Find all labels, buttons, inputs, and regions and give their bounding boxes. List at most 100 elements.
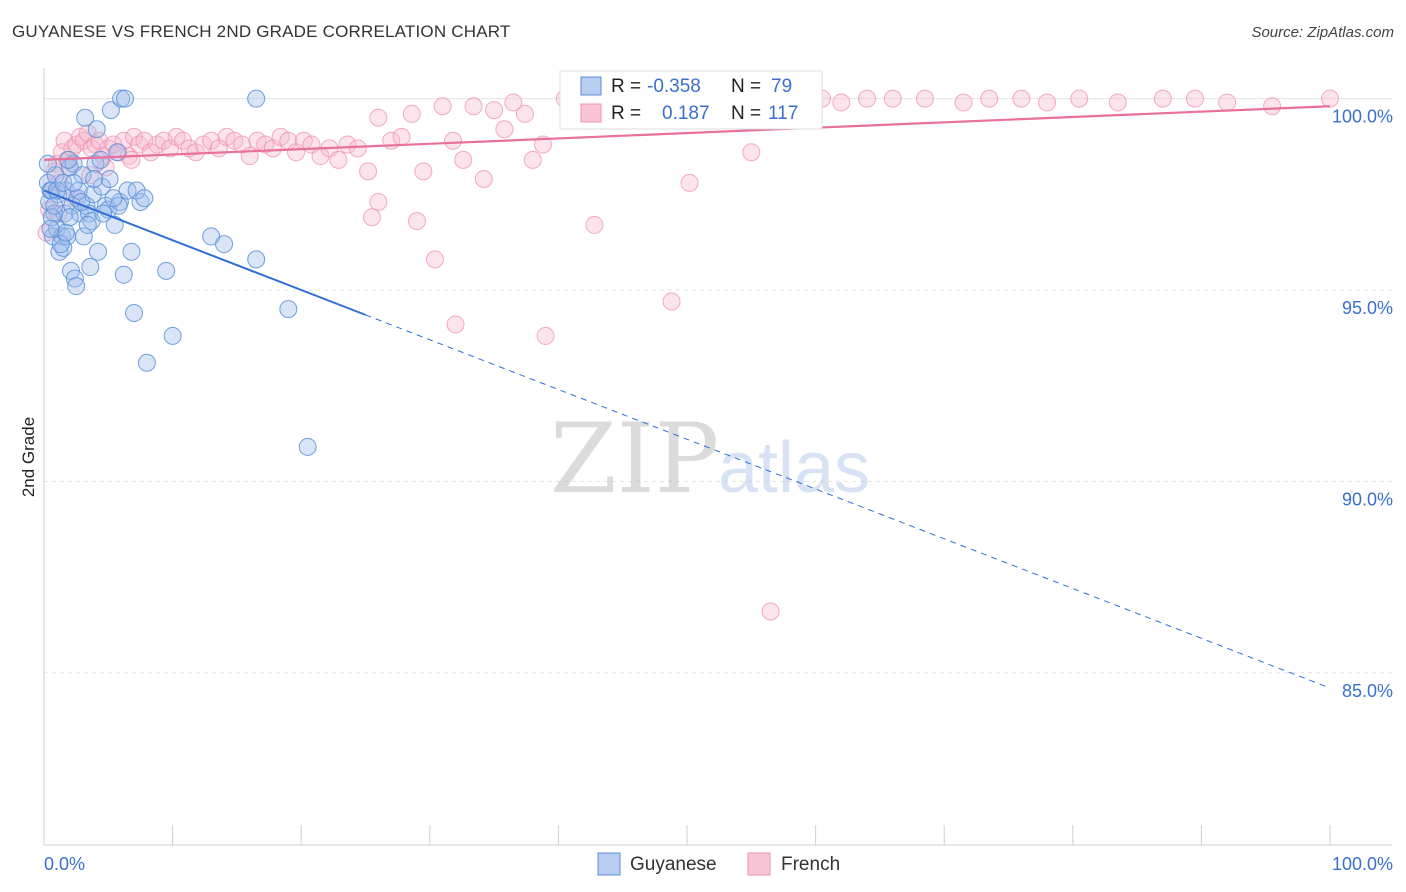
point-guyanese bbox=[125, 303, 144, 322]
point-guyanese bbox=[65, 269, 84, 288]
point-french bbox=[359, 162, 378, 181]
stats-r-label-1: R = bbox=[611, 76, 641, 97]
y-tick-label: 95.0% bbox=[1342, 298, 1393, 318]
point-french bbox=[504, 93, 523, 112]
point-guyanese bbox=[42, 208, 61, 227]
point-guyanese bbox=[56, 223, 75, 242]
point-guyanese bbox=[122, 242, 141, 261]
stats-n-label-1: N = bbox=[731, 76, 761, 97]
point-french bbox=[1070, 89, 1089, 108]
point-french bbox=[369, 192, 388, 211]
point-french bbox=[446, 315, 465, 334]
point-guyanese bbox=[92, 177, 111, 196]
trend-line-guyanese bbox=[43, 189, 366, 316]
point-guyanese bbox=[112, 89, 131, 108]
point-french bbox=[761, 602, 780, 621]
stats-r-value-1: -0.358 bbox=[647, 76, 701, 97]
stats-swatch-guyanese bbox=[580, 76, 602, 96]
point-guyanese bbox=[163, 326, 182, 345]
legend-swatch-guyanese bbox=[597, 852, 621, 876]
point-guyanese bbox=[78, 215, 97, 234]
point-french bbox=[407, 212, 426, 231]
point-french bbox=[454, 150, 473, 169]
y-tick-labels: 100.0% 95.0% 90.0% 85.0% bbox=[1332, 107, 1393, 701]
watermark-zip: ZIP bbox=[550, 403, 719, 515]
stats-swatch-french bbox=[580, 103, 602, 123]
point-french bbox=[1012, 89, 1031, 108]
point-guyanese bbox=[127, 181, 146, 200]
point-french bbox=[832, 93, 851, 112]
legend-swatch-french bbox=[747, 852, 771, 876]
point-french bbox=[1185, 89, 1204, 108]
point-french bbox=[474, 170, 493, 188]
point-french bbox=[485, 101, 504, 120]
point-guyanese bbox=[108, 143, 127, 162]
point-guyanese bbox=[73, 166, 92, 185]
point-french bbox=[1153, 89, 1172, 108]
y-tick-label: 85.0% bbox=[1342, 681, 1393, 701]
chart-title: GUYANESE VS FRENCH 2ND GRADE CORRELATION… bbox=[12, 22, 511, 41]
point-guyanese bbox=[100, 170, 119, 188]
point-french bbox=[883, 89, 902, 108]
point-french bbox=[348, 139, 367, 158]
point-french bbox=[402, 104, 421, 123]
point-guyanese bbox=[51, 235, 70, 254]
point-guyanese bbox=[118, 181, 137, 200]
point-guyanese bbox=[114, 265, 133, 284]
stats-r-label-2: R = bbox=[611, 103, 641, 124]
point-guyanese bbox=[54, 173, 73, 192]
trend-line-french bbox=[43, 105, 1331, 161]
x-tick-label: 100.0% bbox=[1332, 854, 1393, 874]
legend-label-guyanese: Guyanese bbox=[630, 854, 717, 875]
point-french bbox=[858, 89, 877, 108]
point-french bbox=[1263, 97, 1282, 116]
y-axis-label: 2nd Grade bbox=[19, 417, 38, 497]
point-guyanese bbox=[137, 353, 156, 372]
x-tick-label: 0.0% bbox=[44, 854, 85, 874]
x-tick-labels: 0.0% 100.0% bbox=[44, 854, 1393, 874]
point-guyanese bbox=[64, 173, 83, 192]
point-guyanese bbox=[45, 196, 64, 215]
point-guyanese bbox=[67, 277, 86, 296]
point-french bbox=[90, 131, 109, 150]
point-french bbox=[954, 93, 973, 112]
stats-box: R = -0.358 N = 79 R = 0.187 N = 117 bbox=[559, 70, 823, 130]
point-guyanese bbox=[38, 154, 57, 173]
point-french bbox=[495, 120, 514, 139]
point-french bbox=[680, 173, 699, 192]
point-french bbox=[464, 97, 483, 116]
point-french bbox=[173, 131, 192, 150]
point-guyanese bbox=[215, 235, 234, 254]
point-guyanese bbox=[247, 250, 266, 269]
legend: Guyanese French bbox=[597, 852, 840, 876]
point-guyanese bbox=[298, 437, 317, 456]
point-french bbox=[443, 131, 462, 150]
point-french bbox=[329, 150, 348, 169]
point-french bbox=[742, 143, 761, 162]
point-french bbox=[662, 292, 681, 311]
point-french bbox=[362, 208, 381, 227]
point-guyanese bbox=[76, 108, 95, 127]
stats-r-value-2: 0.187 bbox=[662, 103, 710, 124]
point-guyanese bbox=[247, 89, 266, 108]
point-french bbox=[433, 97, 452, 116]
point-guyanese bbox=[85, 170, 104, 188]
point-guyanese bbox=[105, 215, 124, 234]
point-french bbox=[1321, 89, 1339, 108]
point-guyanese bbox=[87, 120, 106, 139]
point-guyanese bbox=[157, 261, 176, 280]
point-french bbox=[202, 131, 221, 150]
point-french bbox=[1108, 93, 1127, 112]
point-french bbox=[425, 250, 444, 269]
point-french bbox=[980, 89, 999, 108]
trend-lines bbox=[43, 105, 1331, 689]
watermark-atlas: atlas bbox=[718, 428, 870, 508]
point-guyanese bbox=[41, 219, 60, 238]
point-guyanese bbox=[74, 227, 93, 246]
point-french bbox=[414, 162, 433, 181]
series-french bbox=[37, 89, 1339, 621]
point-guyanese bbox=[104, 189, 123, 208]
point-guyanese bbox=[279, 300, 298, 319]
point-french bbox=[585, 215, 604, 234]
